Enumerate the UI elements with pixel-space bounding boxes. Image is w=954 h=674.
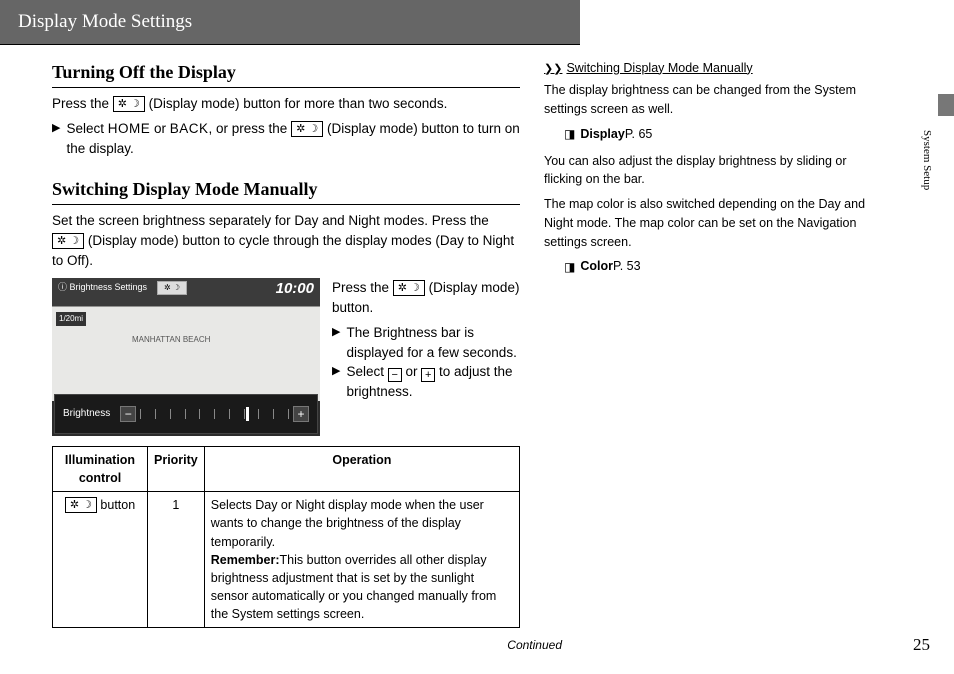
display-mode-icon: ✲ ☽ <box>113 96 145 112</box>
table-header-row: Illumination control Priority Operation <box>53 447 520 492</box>
col-operation: Operation <box>204 447 519 492</box>
bullet-icon: ▶ <box>332 364 340 380</box>
shot-brightness-bar: Brightness − + <box>54 394 318 434</box>
link-icon: ❯❯ <box>544 63 562 75</box>
continued-label: Continued <box>0 637 570 654</box>
heading-turning-off: Turning Off the Display <box>52 59 520 85</box>
label-back: BACK <box>170 121 209 136</box>
col-priority: Priority <box>148 447 205 492</box>
minus-icon: − <box>388 368 402 382</box>
instr-switch: Set the screen brightness separately for… <box>52 211 520 270</box>
plus-icon: + <box>421 368 435 382</box>
bullet-icon: ▶ <box>52 121 60 137</box>
section-tab-marker <box>938 94 954 116</box>
shot-clock: 10:00 <box>276 278 314 300</box>
rule <box>52 87 520 88</box>
page-banner: Display Mode Settings <box>0 0 580 44</box>
table-row: ✲ ☽ button 1 Selects Day or Night displa… <box>53 492 520 628</box>
shot-slider <box>136 408 293 420</box>
main-column: Turning Off the Display Press the ✲ ☽ (D… <box>0 45 530 629</box>
side-para3: The map color is also switched depending… <box>544 195 872 251</box>
shot-minus-icon: − <box>120 406 136 422</box>
screenshot-row: ⓘ Brightness Settings ✲ ☽ 10:00 1/20mi M… <box>52 278 520 436</box>
display-mode-icon: ✲ ☽ <box>52 233 84 249</box>
shot-scale: 1/20mi <box>56 312 86 326</box>
bullet-turn-on: ▶ Select HOME or BACK, or press the ✲ ☽ … <box>52 119 520 158</box>
ref-icon: ◨ <box>564 258 575 276</box>
ref-color: ◨ Color P. 53 <box>544 257 872 276</box>
display-mode-icon: ✲ ☽ <box>291 121 323 137</box>
cell-priority: 1 <box>148 492 205 628</box>
banner-title: Display Mode Settings <box>18 11 192 32</box>
page-number: 25 <box>913 633 930 658</box>
nav-screenshot: ⓘ Brightness Settings ✲ ☽ 10:00 1/20mi M… <box>52 278 320 436</box>
side-para2: You can also adjust the display brightne… <box>544 152 872 190</box>
heading-switching: Switching Display Mode Manually <box>52 176 520 202</box>
shot-slider-thumb <box>246 407 249 421</box>
ref-icon: ◨ <box>564 125 575 143</box>
operation-table: Illumination control Priority Operation … <box>52 446 520 628</box>
side-heading: ❯❯Switching Display Mode Manually <box>544 59 872 78</box>
label-home: HOME <box>108 121 151 136</box>
shot-title: ⓘ Brightness Settings <box>58 281 147 294</box>
col-illumination: Illumination control <box>53 447 148 492</box>
display-mode-icon: ✲ ☽ <box>65 497 97 513</box>
side-para1: The display brightness can be changed fr… <box>544 81 872 119</box>
shot-placename: MANHATTAN BEACH <box>132 334 210 346</box>
beside-instructions: Press the ✲ ☽ (Display mode) button. ▶ T… <box>320 278 520 436</box>
content-area: Turning Off the Display Press the ✲ ☽ (D… <box>0 45 954 629</box>
shot-display-mode-icon: ✲ ☽ <box>157 281 187 295</box>
cell-operation: Selects Day or Night display mode when t… <box>204 492 519 628</box>
instr-line1: Press the ✲ ☽ (Display mode) button for … <box>52 94 520 114</box>
ref-display: ◨ Display P. 65 <box>544 125 872 144</box>
display-mode-icon: ✲ ☽ <box>393 280 425 296</box>
rule <box>52 204 520 205</box>
section-tab-label: System Setup <box>918 130 934 190</box>
shot-brightness-label: Brightness <box>63 407 110 422</box>
label-remember: Remember: <box>211 553 280 567</box>
side-column: ❯❯Switching Display Mode Manually The di… <box>530 45 890 629</box>
bullet-icon: ▶ <box>332 325 340 341</box>
shot-plus-icon: + <box>293 406 309 422</box>
